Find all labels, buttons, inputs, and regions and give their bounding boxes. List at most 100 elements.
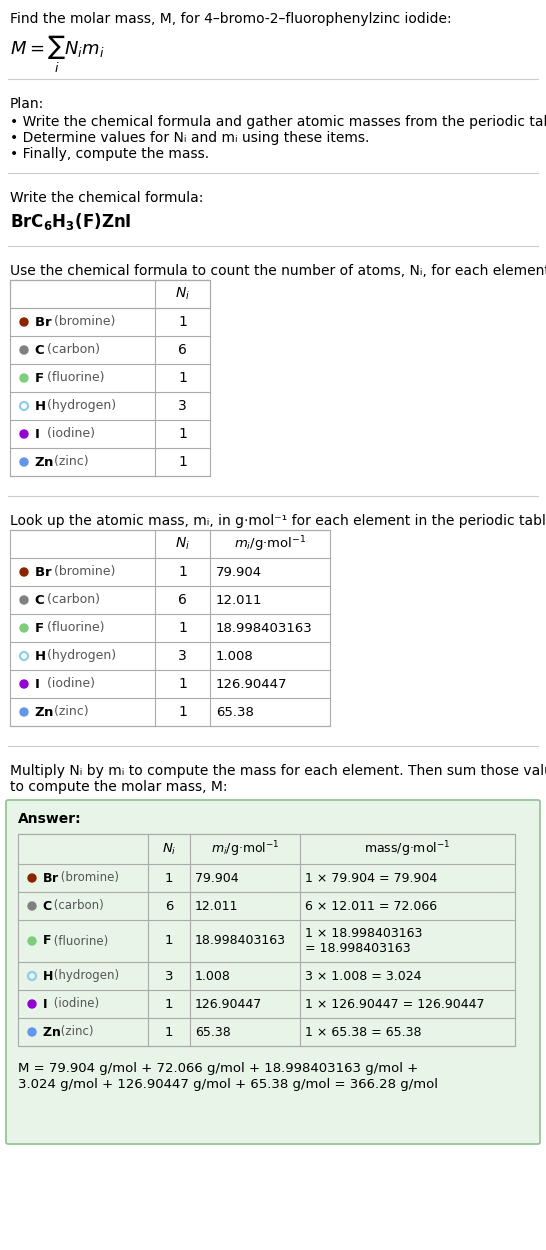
Text: 1.008: 1.008 (195, 970, 231, 982)
Text: 1: 1 (178, 428, 187, 441)
Text: (zinc): (zinc) (50, 705, 88, 719)
Circle shape (28, 1028, 36, 1036)
Text: 1.008: 1.008 (216, 650, 254, 662)
Text: (iodine): (iodine) (43, 428, 95, 440)
Text: $\bf{Zn}$: $\bf{Zn}$ (42, 1025, 61, 1039)
Text: 1: 1 (178, 455, 187, 469)
Text: 3 × 1.008 = 3.024: 3 × 1.008 = 3.024 (305, 970, 422, 982)
Text: (hydrogen): (hydrogen) (43, 650, 116, 662)
Text: Answer:: Answer: (18, 812, 81, 826)
Text: $\bf{F}$: $\bf{F}$ (34, 371, 44, 385)
Text: • Determine values for Nᵢ and mᵢ using these items.: • Determine values for Nᵢ and mᵢ using t… (10, 131, 370, 145)
Text: 18.998403163: 18.998403163 (195, 935, 286, 948)
Text: 3.024 g/mol + 126.90447 g/mol + 65.38 g/mol = 366.28 g/mol: 3.024 g/mol + 126.90447 g/mol + 65.38 g/… (18, 1078, 438, 1091)
Text: 65.38: 65.38 (216, 705, 254, 719)
Text: $m_i$/g·mol$^{-1}$: $m_i$/g·mol$^{-1}$ (234, 534, 306, 554)
Text: 6: 6 (165, 900, 173, 912)
Text: 126.90447: 126.90447 (216, 678, 288, 690)
Text: Use the chemical formula to count the number of atoms, Nᵢ, for each element:: Use the chemical formula to count the nu… (10, 264, 546, 278)
Text: 1: 1 (178, 371, 187, 385)
Text: 12.011: 12.011 (216, 594, 263, 606)
Text: 3: 3 (165, 970, 173, 982)
Text: 126.90447: 126.90447 (195, 998, 262, 1010)
Text: = 18.998403163: = 18.998403163 (305, 941, 411, 955)
Text: Write the chemical formula:: Write the chemical formula: (10, 191, 203, 205)
Text: 1: 1 (165, 1025, 173, 1039)
Text: Plan:: Plan: (10, 98, 44, 111)
Text: 6 × 12.011 = 72.066: 6 × 12.011 = 72.066 (305, 900, 437, 912)
Text: (iodine): (iodine) (50, 998, 99, 1010)
Circle shape (20, 346, 28, 354)
Text: 65.38: 65.38 (195, 1025, 231, 1039)
Circle shape (20, 318, 28, 326)
Text: $\bf{I}$: $\bf{I}$ (42, 998, 48, 1010)
Text: $N_i$: $N_i$ (175, 286, 190, 302)
Circle shape (20, 430, 28, 437)
Text: (iodine): (iodine) (43, 678, 95, 690)
Text: (bromine): (bromine) (57, 871, 119, 885)
Text: $\bf{H}$: $\bf{H}$ (34, 400, 46, 412)
Text: (fluorine): (fluorine) (43, 371, 104, 385)
Text: $\bf{I}$: $\bf{I}$ (34, 428, 40, 440)
Text: 12.011: 12.011 (195, 900, 239, 912)
Text: Multiply Nᵢ by mᵢ to compute the mass for each element. Then sum those values
to: Multiply Nᵢ by mᵢ to compute the mass fo… (10, 764, 546, 794)
Circle shape (20, 707, 28, 716)
Text: $\bf{Br}$: $\bf{Br}$ (34, 315, 52, 329)
FancyBboxPatch shape (6, 800, 540, 1144)
Text: $\bf{Br}$: $\bf{Br}$ (42, 871, 60, 885)
Bar (10, 530, 330, 726)
Text: $\bf{BrC_6H_3(F)ZnI}$: $\bf{BrC_6H_3(F)ZnI}$ (10, 211, 132, 232)
Text: 79.904: 79.904 (195, 871, 239, 885)
Text: (bromine): (bromine) (50, 565, 115, 579)
Text: 1: 1 (178, 315, 187, 329)
Text: 1 × 79.904 = 79.904: 1 × 79.904 = 79.904 (305, 871, 437, 885)
Text: 18.998403163: 18.998403163 (216, 621, 313, 635)
Circle shape (28, 874, 36, 882)
Circle shape (20, 458, 28, 466)
Text: $\bf{F}$: $\bf{F}$ (34, 621, 44, 635)
Circle shape (20, 374, 28, 382)
Text: $\bf{Zn}$: $\bf{Zn}$ (34, 705, 54, 719)
Text: (hydrogen): (hydrogen) (50, 970, 120, 982)
Circle shape (20, 624, 28, 632)
Text: 1: 1 (178, 565, 187, 579)
Text: 1: 1 (178, 705, 187, 719)
Text: • Write the chemical formula and gather atomic masses from the periodic table.: • Write the chemical formula and gather … (10, 115, 546, 129)
Circle shape (28, 938, 36, 945)
Text: $N_i$: $N_i$ (175, 536, 190, 552)
Circle shape (20, 568, 28, 576)
Text: (carbon): (carbon) (43, 344, 100, 356)
Text: $\bf{Zn}$: $\bf{Zn}$ (34, 455, 54, 469)
Text: M = 79.904 g/mol + 72.066 g/mol + 18.998403163 g/mol +: M = 79.904 g/mol + 72.066 g/mol + 18.998… (18, 1062, 418, 1075)
Text: 1: 1 (165, 871, 173, 885)
Text: 6: 6 (178, 342, 187, 357)
Text: 1: 1 (178, 621, 187, 635)
Text: $M = \sum_i N_i m_i$: $M = \sum_i N_i m_i$ (10, 34, 104, 75)
Text: $\bf{C}$: $\bf{C}$ (34, 594, 45, 606)
Text: $m_i$/g·mol$^{-1}$: $m_i$/g·mol$^{-1}$ (211, 839, 280, 859)
Text: $N_i$: $N_i$ (162, 841, 176, 856)
Text: 79.904: 79.904 (216, 565, 262, 579)
Text: 6: 6 (178, 592, 187, 608)
Text: (carbon): (carbon) (43, 594, 100, 606)
Text: mass/g·mol$^{-1}$: mass/g·mol$^{-1}$ (364, 839, 451, 859)
Text: 3: 3 (178, 399, 187, 412)
Circle shape (28, 902, 36, 910)
Circle shape (20, 596, 28, 604)
Text: 1 × 18.998403163: 1 × 18.998403163 (305, 928, 423, 940)
Text: $\bf{F}$: $\bf{F}$ (42, 935, 51, 948)
Text: 3: 3 (178, 649, 187, 662)
Text: (fluorine): (fluorine) (50, 935, 109, 948)
Text: • Finally, compute the mass.: • Finally, compute the mass. (10, 148, 209, 161)
Text: (fluorine): (fluorine) (43, 621, 104, 635)
Text: Find the molar mass, M, for 4–bromo-2–fluorophenylzinc iodide:: Find the molar mass, M, for 4–bromo-2–fl… (10, 12, 452, 26)
Text: 1: 1 (178, 678, 187, 691)
Text: $\bf{C}$: $\bf{C}$ (42, 900, 52, 912)
Bar (10, 280, 210, 476)
Text: $\bf{H}$: $\bf{H}$ (42, 970, 54, 982)
Text: Look up the atomic mass, mᵢ, in g·mol⁻¹ for each element in the periodic table:: Look up the atomic mass, mᵢ, in g·mol⁻¹ … (10, 514, 546, 528)
Text: (hydrogen): (hydrogen) (43, 400, 116, 412)
Text: 1: 1 (165, 998, 173, 1010)
Text: $\bf{C}$: $\bf{C}$ (34, 344, 45, 356)
Bar (10, 280, 210, 308)
